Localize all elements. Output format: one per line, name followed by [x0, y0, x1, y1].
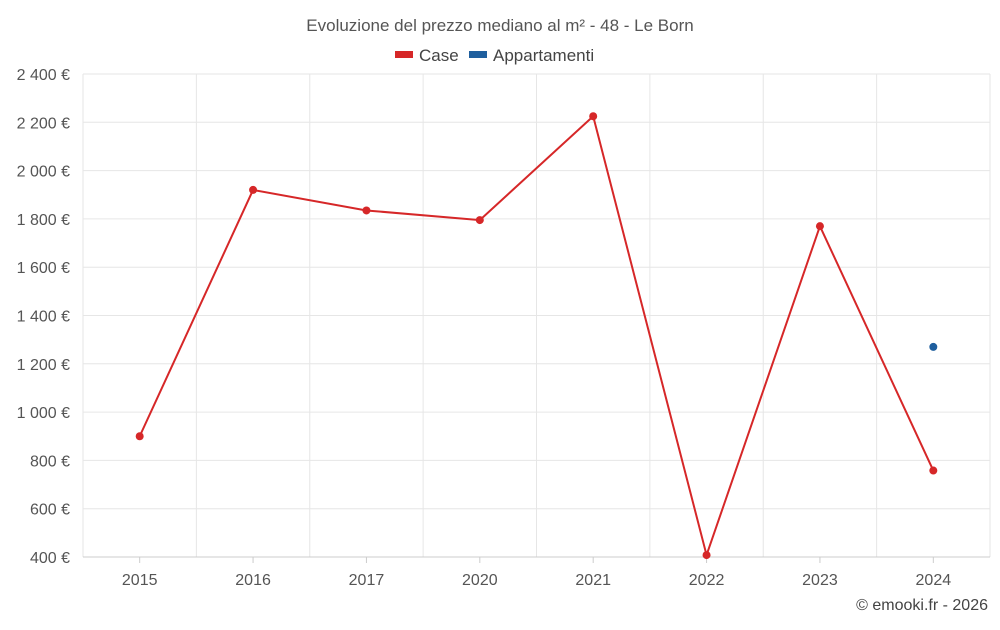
y-tick-label: 1 800 € — [17, 212, 70, 229]
x-tick-label: 2024 — [916, 572, 952, 589]
x-tick-label: 2016 — [235, 572, 271, 589]
data-point-case-2016[interactable] — [249, 185, 258, 194]
data-point-case-2017[interactable] — [362, 206, 371, 215]
legend: Case Appartamenti — [395, 46, 594, 65]
y-tick-label: 1 400 € — [17, 309, 70, 326]
credit-text: © emooki.fr - 2026 — [856, 597, 988, 614]
y-tick-label: 1 000 € — [17, 405, 70, 422]
legend-label-appartamenti: Appartamenti — [493, 46, 594, 65]
y-tick-label: 1 600 € — [17, 260, 70, 277]
y-tick-label: 2 400 € — [17, 67, 70, 84]
y-tick-label: 600 € — [30, 502, 70, 519]
legend-swatch-case — [395, 51, 413, 58]
data-point-case-2020[interactable] — [475, 216, 484, 225]
data-point-case-2022[interactable] — [702, 551, 711, 560]
legend-swatch-appartamenti — [469, 51, 487, 58]
data-point-case-2024[interactable] — [929, 466, 938, 475]
x-axis: 2015 2016 2017 2020 2021 2022 2023 2024 — [83, 556, 990, 589]
x-tick-label: 2020 — [462, 572, 498, 589]
series-line-case — [138, 114, 935, 559]
chart-title: Evoluzione del prezzo mediano al m² - 48… — [306, 16, 693, 35]
grid — [82, 73, 991, 557]
x-tick-label: 2017 — [349, 572, 385, 589]
x-tick-label: 2015 — [122, 572, 158, 589]
legend-item-appartamenti[interactable]: Appartamenti — [469, 46, 594, 65]
y-axis: 2 400 € 2 200 € 2 000 € 1 800 € 1 600 € 1 400… — [17, 67, 70, 567]
y-tick-label: 400 € — [30, 550, 70, 567]
x-tick-label: 2021 — [575, 572, 611, 589]
x-tick-label: 2023 — [802, 572, 838, 589]
series — [135, 112, 938, 560]
y-tick-label: 2 200 € — [17, 115, 70, 132]
legend-label-case: Case — [419, 46, 459, 65]
data-point-appartamenti-2024[interactable] — [929, 342, 938, 351]
data-point-case-2021[interactable] — [589, 112, 598, 121]
x-tick-label: 2022 — [689, 572, 725, 589]
y-tick-label: 2 000 € — [17, 164, 70, 181]
data-point-case-2023[interactable] — [815, 222, 824, 231]
y-tick-label: 1 200 € — [17, 357, 70, 374]
data-point-case-2015[interactable] — [135, 432, 144, 441]
y-tick-label: 800 € — [30, 453, 70, 470]
legend-item-case[interactable]: Case — [395, 46, 459, 65]
